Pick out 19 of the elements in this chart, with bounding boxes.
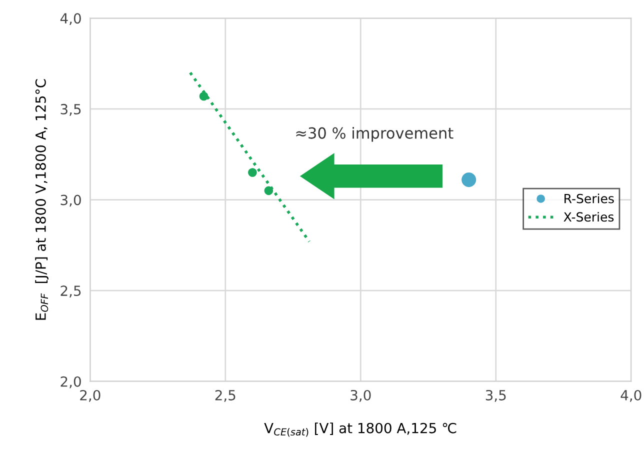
x-tick-label: 4,0 xyxy=(620,390,642,402)
legend-label: R-Series xyxy=(564,194,614,204)
annotation: ≈30 % improvement xyxy=(296,126,454,142)
x-tick-label: 2,0 xyxy=(80,390,100,402)
x-tick-label: 3,0 xyxy=(350,390,371,402)
y-tick-label: 3,0 xyxy=(60,194,81,207)
point xyxy=(462,172,476,188)
y-tick-label: 2,5 xyxy=(60,286,81,298)
point xyxy=(264,186,274,196)
x-tick-label: 2,5 xyxy=(215,390,236,402)
y-tick-label: 4,0 xyxy=(60,13,81,26)
y-axis-title: E$_{OFF}$ [J/P] at 1800 V,1800 A, 125°C xyxy=(35,79,48,320)
x-tick-label: 3,5 xyxy=(486,390,506,402)
legend-label: X-Series xyxy=(564,212,614,222)
point xyxy=(199,92,208,101)
y-tick-label: 2,0 xyxy=(60,376,81,388)
y-tick-label: 3,5 xyxy=(60,104,81,116)
point xyxy=(248,168,257,177)
x-axis-title: V$_{CE(sat)}$ [V] at 1800 A,125 ℃ xyxy=(264,422,456,437)
